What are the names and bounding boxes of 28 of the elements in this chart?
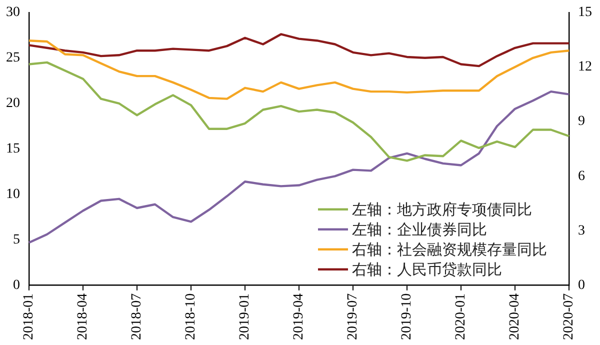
y-tick-label: 20 xyxy=(6,96,20,112)
y-tick-label: 0 xyxy=(13,278,20,294)
y2-tick-label: 15 xyxy=(578,5,592,20)
y-tick-label: 30 xyxy=(6,5,20,20)
y-tick-label: 10 xyxy=(6,187,20,202)
legend-label: 右轴：社会融资规模存量同比 xyxy=(352,241,547,258)
y2-tick-label: 6 xyxy=(578,168,585,184)
x-tick-label: 2020-07 xyxy=(562,293,577,340)
x-tick-label: 2018-07 xyxy=(130,293,145,340)
x-tick-label: 2020-01 xyxy=(454,293,469,340)
x-tick-label: 2019-10 xyxy=(400,293,415,340)
y-tick-label: 15 xyxy=(6,142,20,157)
legend-label: 左轴：企业债券同比 xyxy=(352,221,487,238)
x-tick-label: 2020-04 xyxy=(508,293,523,340)
legend-label: 左轴：地方政府专项债同比 xyxy=(352,201,532,218)
y2-tick-label: 3 xyxy=(578,223,585,238)
y-tick-label: 25 xyxy=(6,50,20,66)
y2-tick-label: 9 xyxy=(578,114,585,130)
y-tick-label: 5 xyxy=(13,232,20,248)
x-tick-label: 2018-10 xyxy=(184,293,199,340)
x-tick-label: 2018-04 xyxy=(76,293,91,340)
legend-label: 右轴：人民币贷款同比 xyxy=(352,261,502,278)
y2-tick-label: 12 xyxy=(578,60,592,75)
x-tick-label: 2019-04 xyxy=(292,293,307,340)
x-tick-label: 2018-01 xyxy=(22,293,37,340)
x-tick-label: 2019-07 xyxy=(346,293,361,340)
y2-tick-label: 0 xyxy=(578,278,585,294)
x-tick-label: 2019-01 xyxy=(238,293,253,340)
